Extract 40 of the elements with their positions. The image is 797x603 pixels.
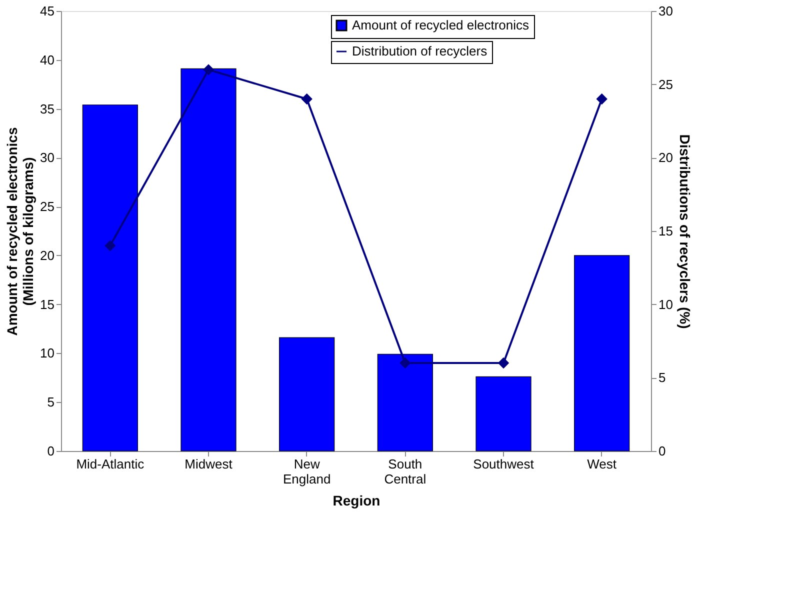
y2-tick-label: 15 xyxy=(658,224,673,238)
y-tick-label: 15 xyxy=(40,296,54,312)
legend-label: Distribution of recyclers xyxy=(352,44,488,58)
bar xyxy=(377,354,433,452)
y-tick-label: 45 xyxy=(40,4,54,18)
point xyxy=(498,358,509,368)
bar xyxy=(476,376,532,452)
y2-tick-label: 20 xyxy=(658,150,673,166)
y2-tick-label: 5 xyxy=(658,370,666,386)
x-tick-label: Southwest xyxy=(473,456,534,472)
y-tick-label: 25 xyxy=(40,199,54,214)
legend-label: Amount of recycled electronics xyxy=(352,18,530,32)
x-tick-label: South Central xyxy=(384,456,426,486)
y2-tick-label: 0 xyxy=(658,444,666,458)
point xyxy=(302,94,312,104)
bar xyxy=(279,337,335,452)
x-tick-label: Mid-Atlantic xyxy=(76,456,145,472)
y2-tick-label: 10 xyxy=(658,296,673,312)
y-tick-label: 10 xyxy=(40,346,54,361)
y-tick-label: 35 xyxy=(40,101,54,116)
x-tick-label: West xyxy=(587,456,617,472)
bar xyxy=(82,104,138,452)
y2-axis-title: Distributions of recyclers (%) xyxy=(676,134,693,329)
x-tick-label: Midwest xyxy=(184,456,233,472)
y-tick-label: 30 xyxy=(40,150,54,166)
x-tick-label: New England xyxy=(282,456,331,486)
y2-tick-label: 25 xyxy=(658,76,673,92)
bar xyxy=(180,68,236,452)
y2-tick-label: 30 xyxy=(658,4,673,18)
y-tick-label: 0 xyxy=(47,444,54,458)
y-tick-label: 20 xyxy=(40,248,54,263)
bar xyxy=(574,255,630,452)
point xyxy=(203,64,214,75)
point xyxy=(104,240,116,251)
y-tick-label: 40 xyxy=(40,52,54,68)
point xyxy=(400,358,410,368)
y-tick-label: 5 xyxy=(47,394,54,410)
x-axis-title: Region xyxy=(332,492,380,508)
point xyxy=(596,94,608,104)
y-axis-title: Amount of recycled electronics (Millions of kilograms) xyxy=(4,127,36,336)
